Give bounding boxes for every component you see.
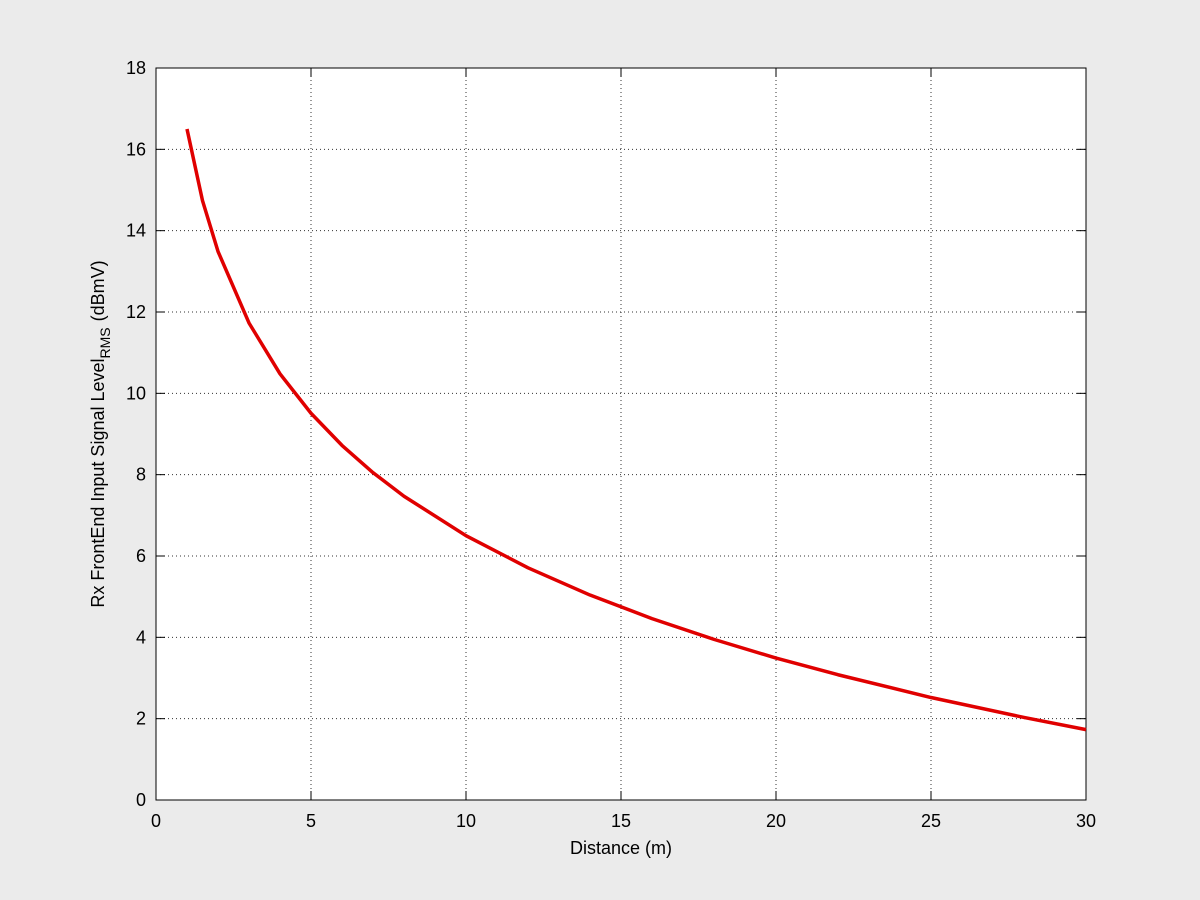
y-axis-label-text: Rx FrontEnd Input Signal Level	[88, 358, 108, 607]
y-tick-label: 4	[136, 627, 146, 647]
plot-area	[156, 68, 1086, 800]
y-axis-label-unit: (dBmV)	[88, 260, 108, 321]
x-tick-label: 20	[766, 811, 786, 831]
x-tick-label: 25	[921, 811, 941, 831]
y-tick-label: 0	[136, 790, 146, 810]
x-tick-label: 0	[151, 811, 161, 831]
y-axis-label-subscript: RMS	[97, 327, 113, 358]
x-tick-label: 30	[1076, 811, 1096, 831]
y-tick-label: 10	[126, 383, 146, 403]
y-tick-label: 8	[136, 465, 146, 485]
y-axis-label: Rx FrontEnd Input Signal LevelRMS (dBmV)	[88, 260, 113, 607]
y-tick-label: 16	[126, 139, 146, 159]
data-line	[185, 128, 1087, 732]
x-axis-label: Distance (m)	[570, 838, 672, 858]
y-tick-label: 2	[136, 709, 146, 729]
y-tick-label: 18	[126, 58, 146, 78]
y-tick-label: 6	[136, 546, 146, 566]
x-tick-label: 10	[456, 811, 476, 831]
y-tick-label: 12	[126, 302, 146, 322]
x-tick-label: 15	[611, 811, 631, 831]
y-tick-label: 14	[126, 221, 146, 241]
x-tick-label: 5	[306, 811, 316, 831]
plot-frame	[155, 67, 1087, 801]
